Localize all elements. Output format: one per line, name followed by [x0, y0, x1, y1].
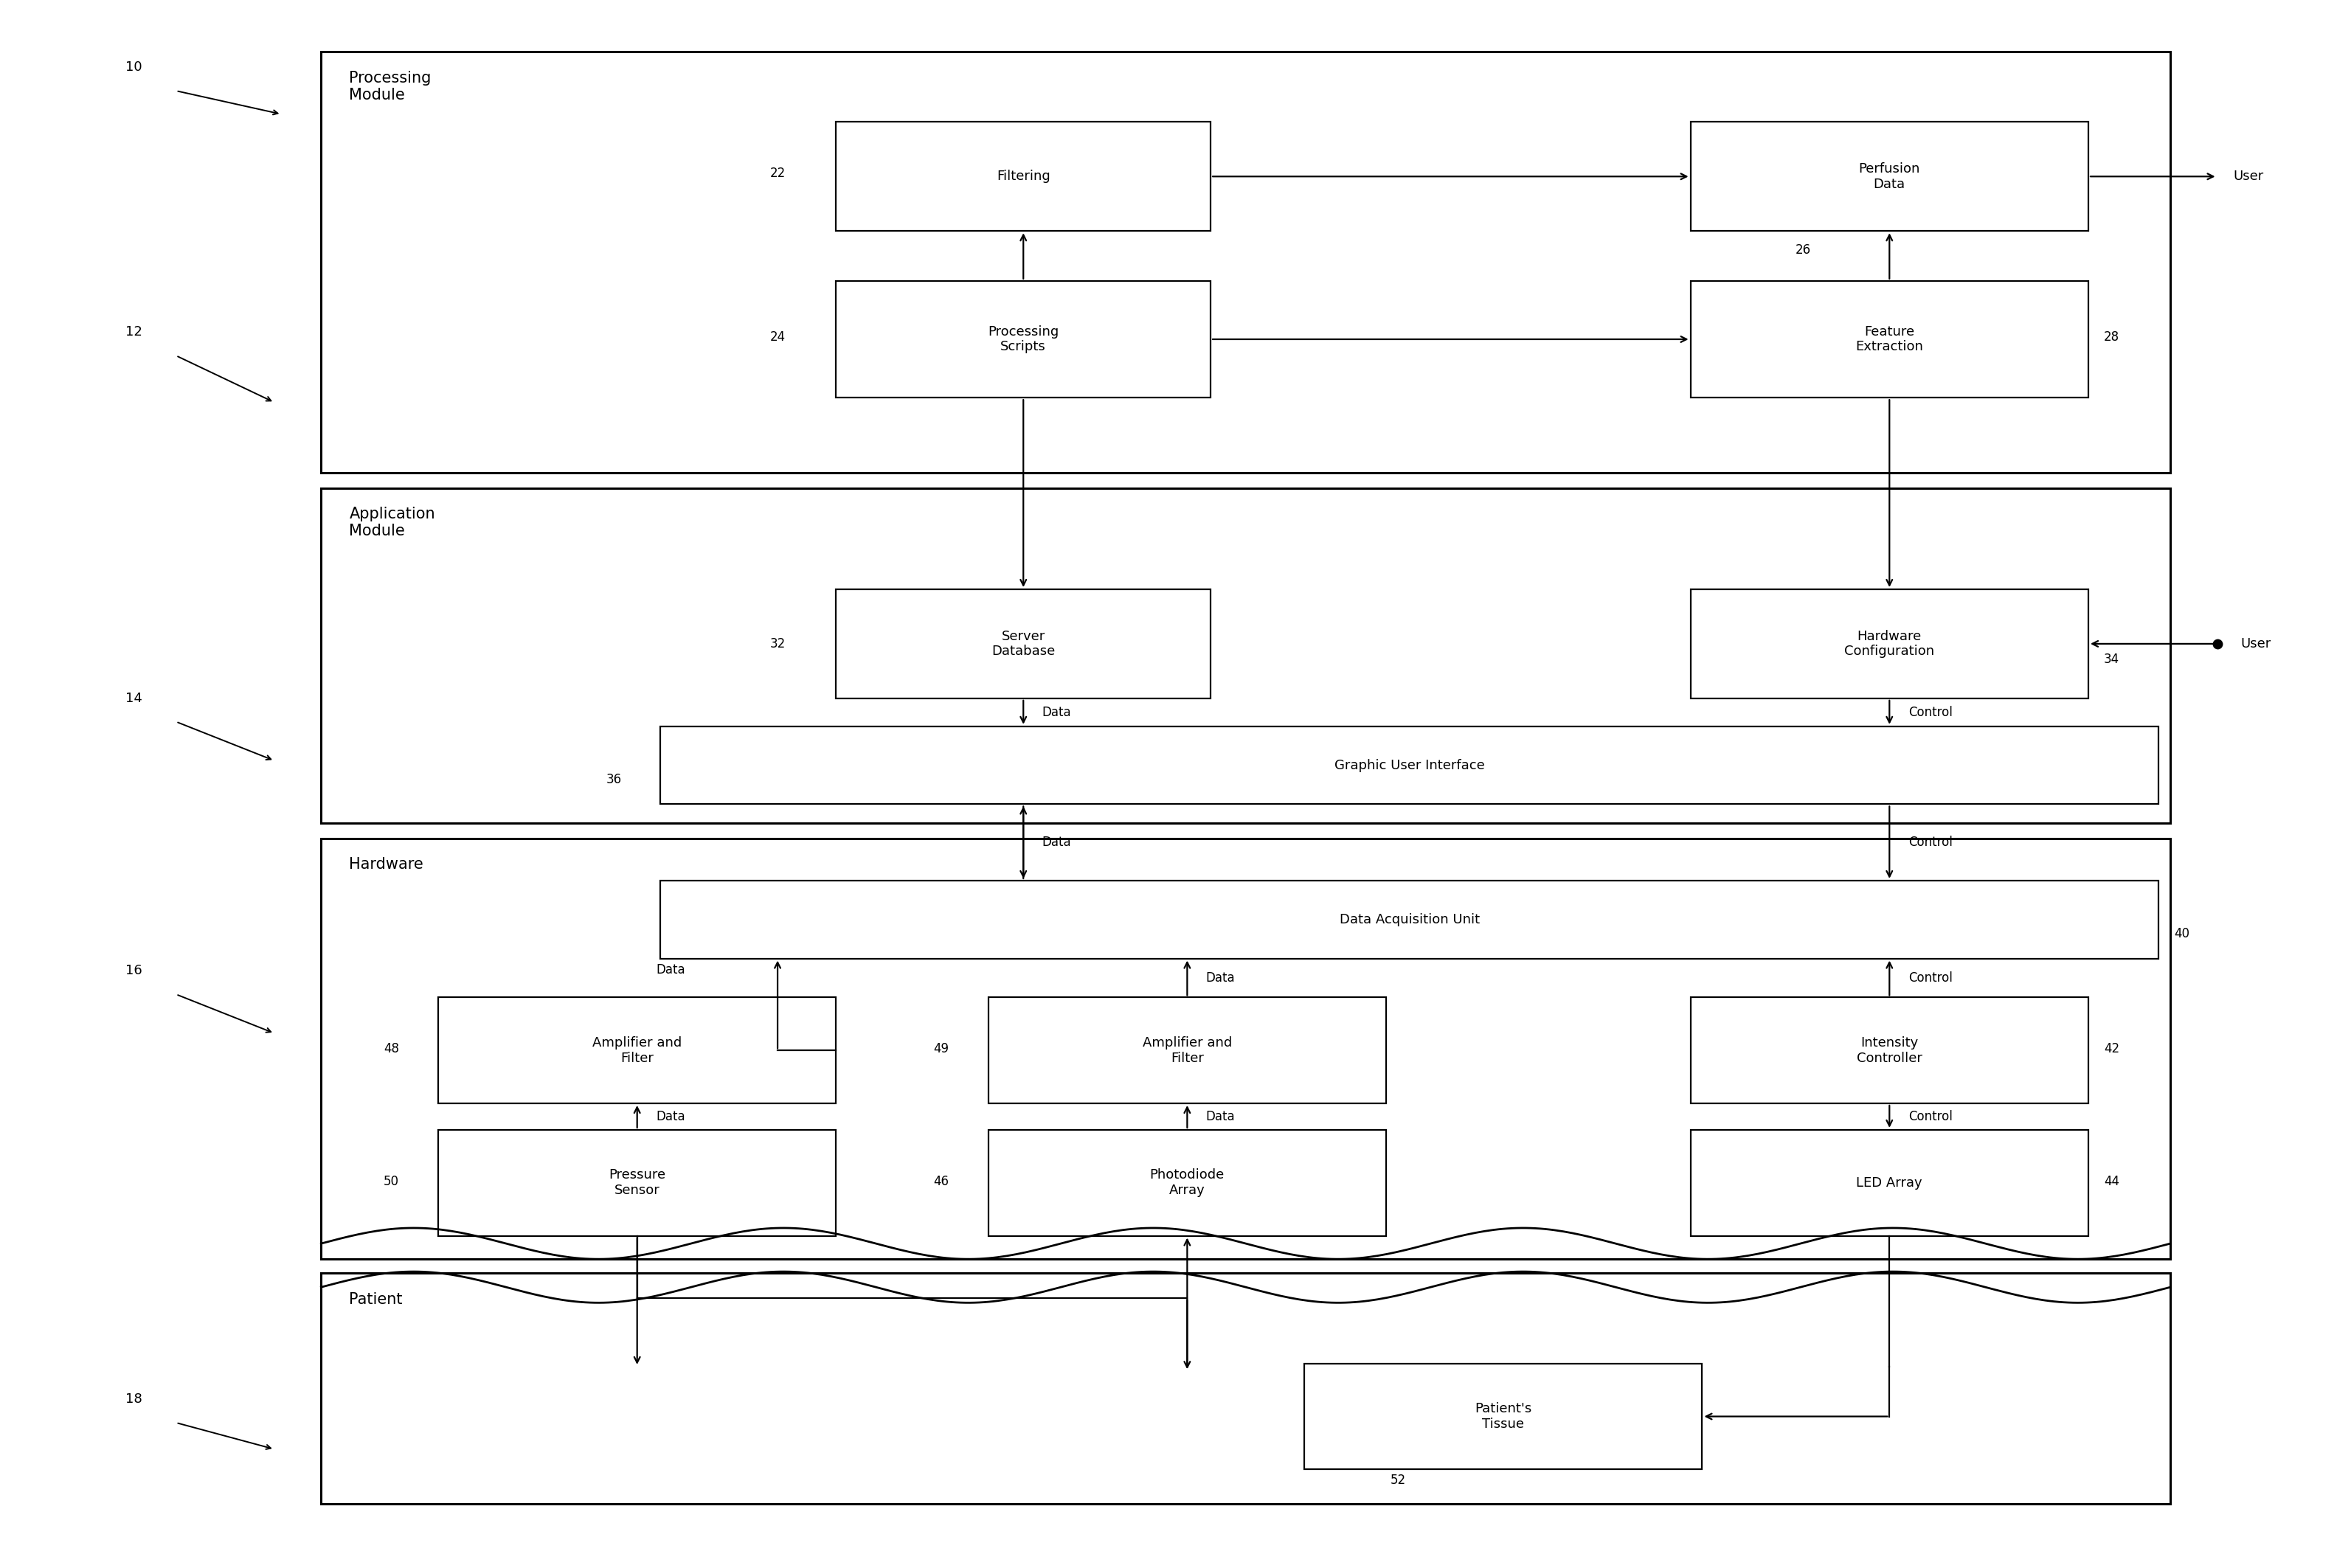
- Text: Data: Data: [656, 1110, 684, 1123]
- Text: Pressure
Sensor: Pressure Sensor: [609, 1168, 665, 1196]
- Bar: [322, 1273, 2170, 1504]
- Text: 24: 24: [769, 331, 785, 343]
- Text: Control: Control: [1909, 971, 1951, 985]
- Text: Data: Data: [1041, 706, 1072, 720]
- Bar: [437, 997, 837, 1104]
- Text: Data Acquisition Unit: Data Acquisition Unit: [1340, 913, 1479, 927]
- Text: Data: Data: [1206, 1110, 1234, 1123]
- Text: Data: Data: [1041, 836, 1072, 848]
- Text: Intensity
Controller: Intensity Controller: [1857, 1036, 1923, 1065]
- Text: Processing
Module: Processing Module: [350, 71, 430, 102]
- Bar: [987, 1131, 1387, 1236]
- Text: Control: Control: [1909, 706, 1951, 720]
- Text: Server
Database: Server Database: [992, 629, 1056, 659]
- Text: 40: 40: [2175, 927, 2189, 941]
- Text: 10: 10: [125, 61, 141, 74]
- Bar: [1690, 122, 2088, 230]
- Text: 52: 52: [1389, 1474, 1406, 1486]
- Bar: [322, 839, 2170, 1259]
- Bar: [437, 1131, 837, 1236]
- Text: 50: 50: [383, 1174, 400, 1189]
- Text: Amplifier and
Filter: Amplifier and Filter: [1143, 1036, 1232, 1065]
- Bar: [837, 590, 1211, 698]
- Text: 42: 42: [2104, 1043, 2121, 1055]
- Text: 34: 34: [2104, 652, 2121, 666]
- Text: Graphic User Interface: Graphic User Interface: [1335, 759, 1486, 771]
- Text: 18: 18: [125, 1392, 143, 1406]
- Text: Feature
Extraction: Feature Extraction: [1855, 325, 1923, 353]
- Text: Data: Data: [1206, 971, 1234, 985]
- Text: 14: 14: [125, 691, 143, 706]
- Bar: [1305, 1364, 1702, 1469]
- Bar: [1690, 281, 2088, 398]
- Text: User: User: [2233, 169, 2264, 183]
- Bar: [322, 52, 2170, 472]
- Text: 49: 49: [933, 1043, 950, 1055]
- Bar: [1690, 997, 2088, 1104]
- Text: 26: 26: [1796, 243, 1810, 256]
- Text: User: User: [2241, 637, 2271, 651]
- Text: 36: 36: [607, 773, 621, 786]
- Text: 44: 44: [2104, 1174, 2121, 1189]
- Text: Patient's
Tissue: Patient's Tissue: [1474, 1402, 1533, 1430]
- Bar: [1690, 590, 2088, 698]
- Bar: [1690, 1131, 2088, 1236]
- Text: Data: Data: [656, 963, 684, 977]
- Text: Hardware
Configuration: Hardware Configuration: [1846, 629, 1935, 659]
- Text: Photodiode
Array: Photodiode Array: [1150, 1168, 1225, 1196]
- Bar: [322, 488, 2170, 823]
- Bar: [987, 997, 1387, 1104]
- Text: Hardware: Hardware: [350, 858, 423, 872]
- Text: 16: 16: [125, 964, 143, 977]
- Text: 32: 32: [769, 637, 785, 651]
- Bar: [837, 281, 1211, 398]
- Text: 12: 12: [125, 326, 143, 339]
- Text: Patient: Patient: [350, 1292, 402, 1306]
- Text: Filtering: Filtering: [997, 169, 1051, 183]
- Text: Processing
Scripts: Processing Scripts: [987, 325, 1058, 353]
- Text: Application
Module: Application Module: [350, 506, 435, 538]
- Bar: [837, 122, 1211, 230]
- Text: 48: 48: [383, 1043, 400, 1055]
- Text: Amplifier and
Filter: Amplifier and Filter: [592, 1036, 682, 1065]
- Text: LED Array: LED Array: [1857, 1176, 1923, 1190]
- Text: 46: 46: [933, 1174, 950, 1189]
- Text: Perfusion
Data: Perfusion Data: [1860, 162, 1921, 191]
- Bar: [661, 726, 2158, 804]
- Text: 22: 22: [769, 166, 785, 180]
- Text: 28: 28: [2104, 331, 2121, 343]
- Bar: [661, 881, 2158, 958]
- Text: Control: Control: [1909, 1110, 1951, 1123]
- Text: Control: Control: [1909, 836, 1951, 848]
